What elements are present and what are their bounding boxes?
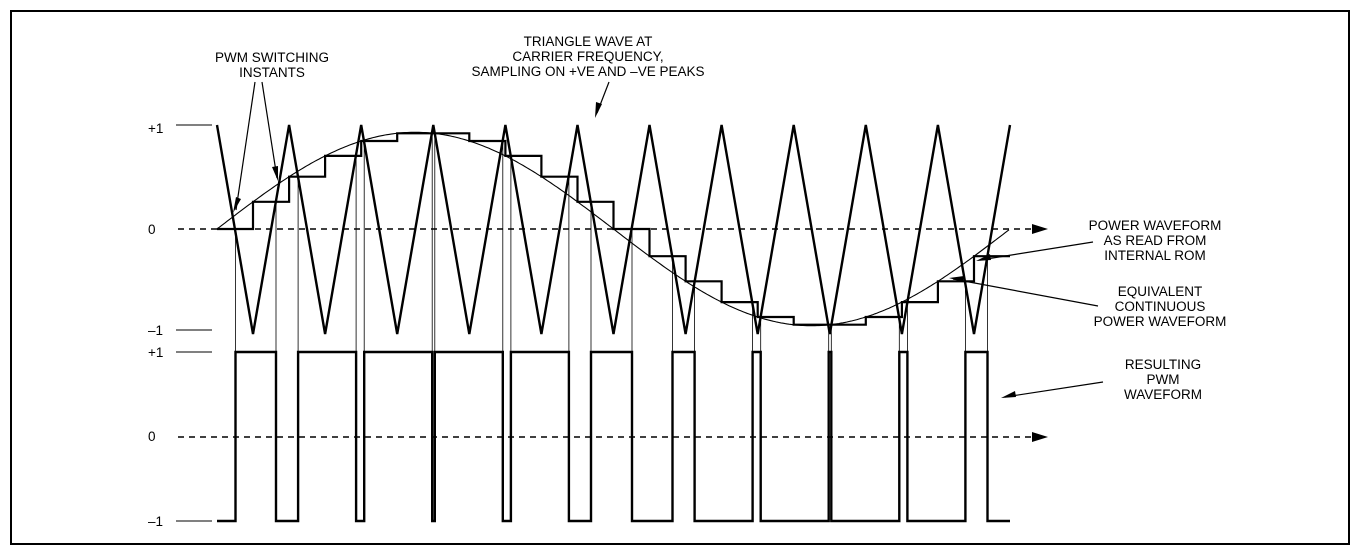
zero-lines (178, 224, 1048, 442)
rom-line-2: AS READ FROM (1104, 233, 1207, 248)
lower-tick-label-zero: 0 (148, 429, 156, 444)
continuous-line-2: CONTINUOUS (1115, 299, 1206, 314)
resulting-pointer (1004, 381, 1104, 398)
rom-pointer (979, 241, 1094, 261)
continuous-line-1: EQUIVALENT (1118, 284, 1203, 299)
resulting-arrow (1001, 391, 1016, 398)
resulting-line-3: WAVEFORM (1124, 387, 1202, 402)
triangle-line-3: SAMPLING ON +VE AND –VE PEAKS (472, 64, 705, 79)
resulting-pwm-waveform (217, 350, 1010, 523)
annotation-triangle-wave: TRIANGLE WAVE AT CARRIER FREQUENCY, SAMP… (472, 34, 705, 118)
upper-zero-arrow (1032, 224, 1048, 234)
pwm-switching-pointer-2 (261, 81, 278, 179)
lower-tick-label-plus1: +1 (148, 345, 163, 360)
switching-instant-lines (235, 131, 988, 352)
triangle-carrier-wave (215, 124, 1012, 335)
pwm-switching-line-1: PWM SWITCHING (215, 50, 329, 65)
diagram-frame (10, 10, 1350, 545)
continuous-pointer (952, 278, 1099, 307)
resulting-line-2: PWM (1147, 372, 1180, 387)
pwm-switching-arrow-1 (233, 197, 241, 213)
upper-tick-label-zero: 0 (148, 222, 156, 237)
resulting-line-1: RESULTING (1125, 357, 1201, 372)
pwm-switching-arrow-2 (272, 166, 278, 181)
upper-tick-label-minus1: –1 (148, 323, 163, 338)
rom-arrow (976, 254, 991, 261)
rom-line-3: INTERNAL ROM (1104, 248, 1206, 263)
lower-axis: +1 0 –1 (148, 345, 212, 529)
pwm-switching-pointer-1 (235, 81, 256, 211)
annotation-resulting-pwm: RESULTING PWM WAVEFORM (1001, 357, 1202, 402)
annotation-pwm-switching: PWM SWITCHING INSTANTS (215, 50, 329, 213)
rom-stepped-waveform (217, 132, 1010, 326)
triangle-line-2: CARRIER FREQUENCY, (512, 49, 663, 64)
annotation-continuous-waveform: EQUIVALENT CONTINUOUS POWER WAVEFORM (949, 276, 1226, 329)
lower-zero-arrow (1032, 432, 1048, 442)
pwm-switching-line-2: INSTANTS (239, 65, 305, 80)
annotation-rom-waveform: POWER WAVEFORM AS READ FROM INTERNAL ROM (976, 218, 1221, 263)
rom-line-1: POWER WAVEFORM (1089, 218, 1222, 233)
continuous-line-3: POWER WAVEFORM (1094, 314, 1227, 329)
upper-axis: +1 0 –1 (148, 121, 212, 338)
triangle-line-1: TRIANGLE WAVE AT (524, 34, 653, 49)
upper-tick-label-plus1: +1 (148, 121, 163, 136)
triangle-arrow (595, 102, 602, 118)
lower-tick-label-minus1: –1 (148, 514, 163, 529)
continuous-arrow (949, 276, 964, 282)
